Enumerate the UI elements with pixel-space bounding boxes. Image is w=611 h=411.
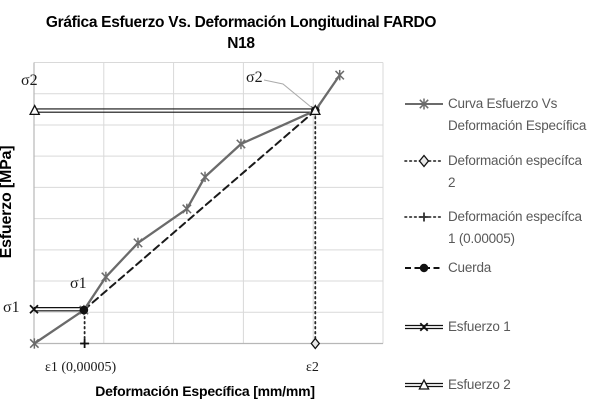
legend-label: 1 (0.00005) (448, 231, 515, 246)
legend-label: Deformación específca (448, 153, 582, 168)
legend-label: Cuerda (448, 260, 492, 275)
annotation-sigma2-point: σ2 (246, 69, 263, 86)
plus-dotted-line-icon (404, 212, 444, 222)
legend-entry-esfuerzo-1: Esfuerzo 1 (404, 316, 511, 338)
legend-label: 2 (448, 175, 456, 190)
legend-label: Esfuerzo 1 (448, 319, 511, 334)
annotation-epsilon2: ε2 (306, 360, 319, 375)
legend-entry-esfuerzo-2: Esfuerzo 2 (404, 374, 511, 396)
legend-entry-deformacion-2: Deformación específca 2 (404, 150, 582, 194)
legend-label: Deformación específca (448, 209, 582, 224)
legend-entry-deformacion-1: Deformación específca 1 (0.00005) (404, 206, 582, 250)
legend-label: Curva Esfuerzo Vs (448, 96, 558, 111)
x-axis-label: Deformación Específica [mm/mm] (95, 383, 315, 399)
legend-label: Esfuerzo 2 (448, 377, 511, 392)
annotation-epsilon1: ε1 (0,00005) (45, 360, 117, 375)
legend-entry-curva: Curva Esfuerzo Vs Deformación Específica (404, 93, 586, 137)
annotation-sigma1-point: σ1 (70, 275, 87, 292)
y-axis-label: Esfuerzo [MPa] (0, 145, 15, 259)
legend-label: Deformación Específica (448, 118, 587, 133)
triangle-double-line-icon (405, 378, 443, 390)
dot-dashed-line-icon (405, 263, 443, 273)
chart-title-line1: Gráfica Esfuerzo Vs. Deformación Longitu… (45, 14, 437, 31)
chart-title: Gráfica Esfuerzo Vs. Deformación Longitu… (36, 12, 446, 54)
diamond-dotted-line-icon (404, 154, 444, 168)
legend-entry-cuerda: Cuerda (404, 257, 491, 279)
legend: Curva Esfuerzo Vs Deformación Específica… (404, 0, 611, 411)
chart-title-line2: N18 (227, 35, 255, 52)
star-line-icon (405, 98, 443, 110)
annotation-sigma2-axis: σ2 (21, 72, 38, 89)
annotation-sigma1-axis: σ1 (3, 299, 20, 316)
x-double-line-icon (405, 322, 443, 332)
